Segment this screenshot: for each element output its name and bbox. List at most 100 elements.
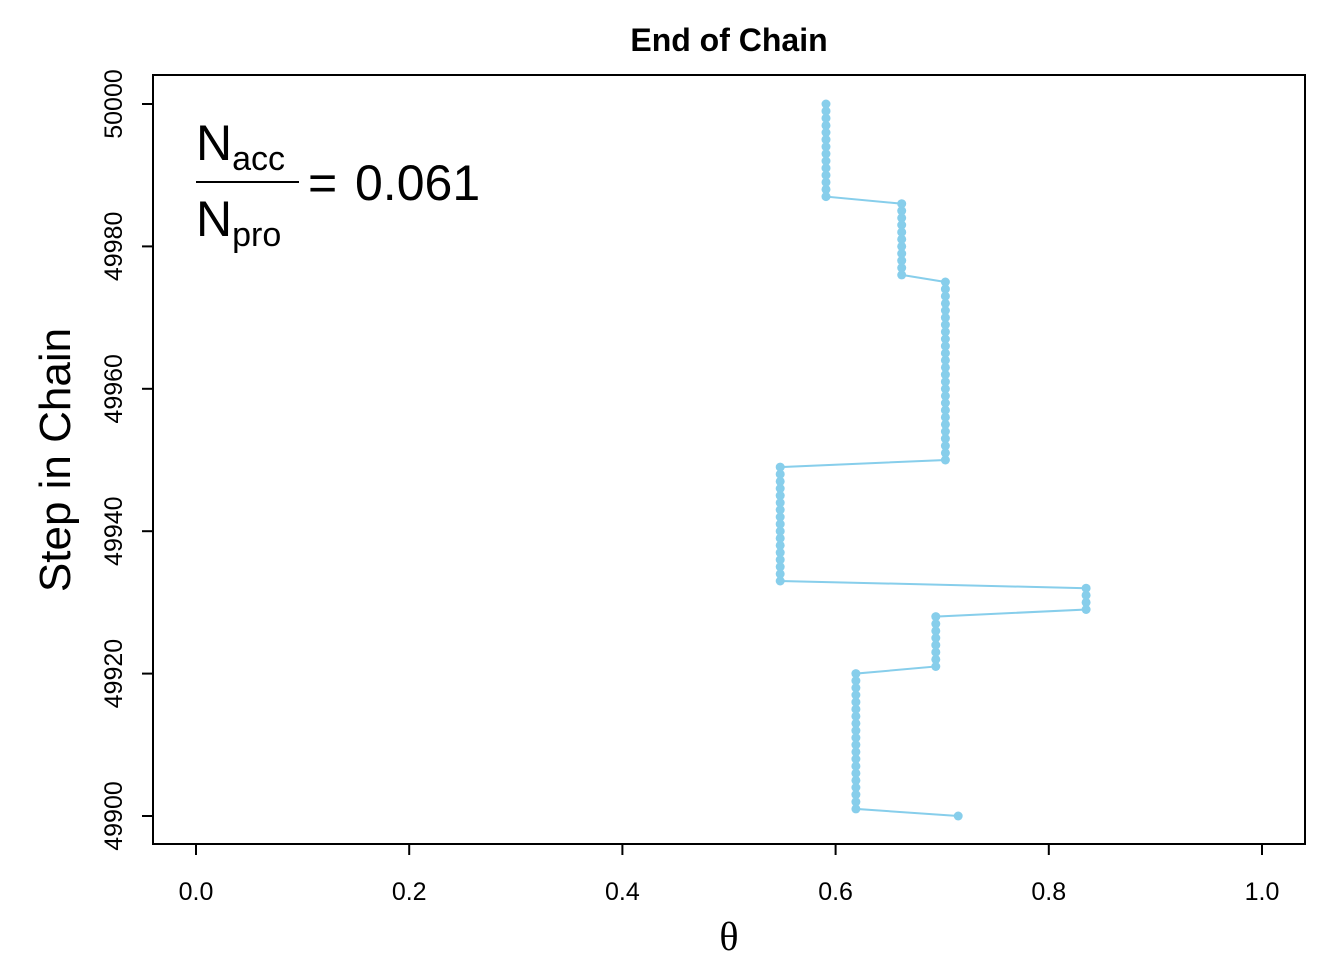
trace-point [851, 726, 861, 736]
trace-point [851, 740, 861, 750]
trace-point [775, 540, 785, 550]
x-axis: 0.0 0.2 0.4 0.6 0.8 1.0 [179, 844, 1279, 906]
x-tick-label: 0.8 [1031, 878, 1066, 906]
trace-point [775, 555, 785, 565]
trace-point [897, 227, 907, 237]
y-axis-label: Step in Chain [31, 328, 80, 592]
trace-point [851, 669, 861, 679]
trace-point [775, 519, 785, 529]
trace-point [940, 291, 950, 301]
trace-point [851, 733, 861, 743]
trace-point [897, 241, 907, 251]
trace-point [775, 498, 785, 508]
trace-point [775, 462, 785, 472]
trace-point [851, 754, 861, 764]
acceptance-numerator: Nacc [196, 115, 285, 178]
trace-point [931, 619, 941, 629]
trace-point [821, 184, 831, 194]
trace-point [851, 783, 861, 792]
trace-point [940, 391, 950, 401]
trace-point [897, 220, 907, 230]
trace-point [775, 469, 785, 479]
trace-point [821, 177, 831, 187]
trace-point [821, 113, 831, 123]
trace-point [1081, 605, 1091, 614]
trace-point [940, 434, 950, 444]
trace-point [940, 298, 950, 308]
trace-point [821, 135, 831, 145]
trace-point [940, 320, 950, 330]
trace-point [897, 270, 907, 280]
acceptance-equals: = [308, 155, 337, 211]
trace-point [940, 313, 950, 323]
trace-point [821, 156, 831, 166]
trace-point [931, 640, 941, 650]
trace-point [775, 505, 785, 515]
x-tick-label: 0.0 [179, 878, 214, 906]
trace-point [851, 690, 861, 700]
trace-point [821, 149, 831, 159]
trace-point [775, 476, 785, 486]
trace-point [821, 170, 831, 180]
trace-point [931, 633, 941, 643]
trace-point [775, 576, 785, 586]
trace-point [775, 533, 785, 543]
trace-point [851, 790, 861, 800]
trace-point [897, 234, 907, 244]
y-tick-label: 49960 [100, 354, 128, 424]
trace-point [851, 697, 861, 707]
chart-title: End of Chain [630, 22, 827, 58]
x-tick-label: 0.2 [392, 878, 427, 906]
trace-point [940, 441, 950, 451]
trace-point [821, 163, 831, 173]
trace-point [851, 768, 861, 778]
y-tick-label: 49920 [100, 639, 128, 709]
trace-point [821, 142, 831, 152]
trace-point [775, 484, 785, 493]
trace-point [851, 704, 861, 714]
trace-point [940, 370, 950, 380]
trace-point [940, 355, 950, 365]
trace-point [940, 398, 950, 408]
theta-trace-series [775, 99, 1091, 821]
trace-point [1081, 590, 1091, 600]
trace-point [940, 419, 950, 429]
trace-point [851, 676, 861, 686]
trace-point [953, 811, 963, 821]
trace-point [1081, 597, 1091, 607]
trace-point [931, 647, 941, 657]
trace-point [931, 654, 941, 664]
trace-point [851, 711, 861, 721]
trace-point [931, 662, 941, 671]
y-tick-label: 50000 [100, 69, 128, 139]
trace-point [851, 775, 861, 785]
trace-point [897, 213, 907, 223]
acceptance-value: 0.061 [355, 155, 480, 211]
trace-point [897, 249, 907, 258]
trace-point [931, 626, 941, 636]
trace-point [897, 263, 907, 273]
trace-point [940, 405, 950, 415]
trace-point [940, 455, 950, 465]
trace-point [931, 612, 941, 622]
trace-line [779, 104, 1088, 817]
trace-point [775, 569, 785, 579]
x-tick-label: 0.6 [818, 878, 853, 906]
trace-point [940, 306, 950, 315]
trace-point [940, 384, 950, 394]
trace-point [821, 99, 831, 109]
trace-point [940, 348, 950, 358]
x-tick-label: 0.4 [605, 878, 640, 906]
trace-point [851, 797, 861, 807]
plot-frame [152, 74, 1306, 845]
trace-point [851, 683, 861, 693]
trace-point [940, 327, 950, 337]
y-tick-label: 49940 [100, 496, 128, 566]
trace-point [821, 192, 831, 202]
x-axis-label: θ [719, 914, 738, 959]
trace-point [940, 448, 950, 458]
trace-point [851, 761, 861, 771]
trace-point [851, 804, 861, 814]
acceptance-ratio-annotation: Nacc Npro = 0.061 [196, 115, 480, 254]
